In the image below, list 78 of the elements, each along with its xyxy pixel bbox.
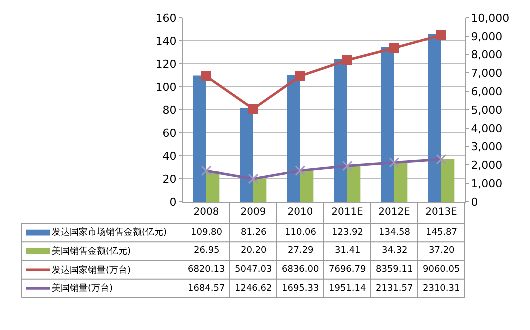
data-label: 8359.11 — [376, 265, 414, 275]
data-label: 26.95 — [194, 246, 220, 256]
y-tick-label: 160 — [156, 12, 177, 25]
x-tick-label: 2012E — [378, 207, 410, 218]
data-label: 1246.62 — [235, 284, 272, 294]
point — [390, 43, 400, 54]
y2-tick-label: 5,000 — [471, 104, 503, 117]
bar — [348, 166, 361, 202]
data-label: 9060.05 — [423, 265, 460, 275]
legend-label: 发达国家市场销售金额(亿元) — [52, 227, 168, 238]
data-label: 1695.33 — [282, 284, 320, 294]
data-label: 31.41 — [335, 246, 361, 256]
y-tick-label: 80 — [162, 104, 177, 117]
y2-tick-label: 6,000 — [471, 85, 503, 98]
y-tick-label: 20 — [162, 172, 177, 186]
bar — [394, 162, 408, 202]
data-label: 145.87 — [426, 228, 458, 238]
data-label: 81.26 — [241, 228, 268, 238]
bar — [193, 76, 206, 202]
data-label: 27.29 — [288, 246, 314, 256]
data-label: 34.32 — [382, 246, 408, 256]
y-tick-label: 60 — [162, 126, 177, 140]
x-tick-label: 2010 — [288, 207, 314, 218]
y2-tick-label: 7,000 — [471, 67, 503, 80]
y2-tick-label: 10,000 — [471, 12, 510, 25]
bar — [334, 59, 348, 202]
data-label: 134.58 — [379, 228, 411, 238]
x-tick-label: 2009 — [240, 207, 266, 218]
legend-label: 美国销售金额(亿元) — [52, 246, 132, 257]
point — [342, 160, 353, 172]
bar — [240, 108, 254, 202]
data-label: 6820.13 — [188, 265, 226, 275]
x-tick-label: 2013E — [426, 207, 458, 218]
bar — [287, 75, 300, 202]
point — [389, 158, 400, 168]
x-tick-label: 2008 — [194, 207, 220, 218]
y2-tick-label: 0 — [471, 196, 478, 209]
data-label: 123.92 — [332, 228, 364, 238]
bar — [381, 47, 394, 202]
y2-tick-label: 1,000 — [471, 177, 503, 190]
point — [436, 154, 447, 165]
point — [296, 71, 306, 82]
point — [295, 166, 306, 176]
x-tick-label: 2011E — [332, 207, 364, 218]
y-tick-label: 40 — [162, 150, 177, 163]
data-label: 7696.79 — [329, 265, 366, 275]
legend-label: 美国销量(万台) — [52, 283, 114, 294]
point — [436, 30, 446, 40]
data-label: 2131.57 — [376, 284, 414, 294]
y-tick-label: 120 — [156, 58, 177, 71]
point — [201, 166, 212, 176]
point — [248, 104, 258, 114]
point — [202, 72, 212, 82]
data-label: 1684.57 — [188, 284, 226, 294]
point — [342, 55, 352, 66]
point — [248, 174, 259, 184]
y2-tick-label: 4,000 — [471, 122, 503, 136]
y-tick-label: 100 — [156, 80, 177, 94]
data-label: 1951.14 — [329, 284, 366, 294]
legend-label: 发达国家销量(万台) — [52, 265, 132, 276]
bar — [254, 178, 267, 202]
data-label: 37.20 — [429, 246, 456, 256]
data-label: 109.80 — [191, 228, 223, 238]
bar — [428, 34, 442, 202]
y-tick-label: 140 — [156, 34, 177, 48]
y2-tick-label: 8,000 — [471, 48, 503, 62]
data-label: 20.20 — [241, 246, 268, 256]
y2-tick-label: 9,000 — [471, 30, 503, 44]
data-label: 5047.03 — [235, 265, 272, 275]
y2-tick-label: 2,000 — [471, 159, 503, 172]
bar — [442, 159, 455, 202]
y-tick-label: 0 — [170, 196, 177, 209]
y2-tick-label: 3,000 — [471, 140, 503, 154]
data-label: 6836.00 — [282, 265, 320, 275]
bar — [206, 171, 220, 202]
data-label: 110.06 — [285, 228, 317, 238]
bar — [300, 170, 314, 202]
data-label: 2310.31 — [423, 284, 460, 294]
